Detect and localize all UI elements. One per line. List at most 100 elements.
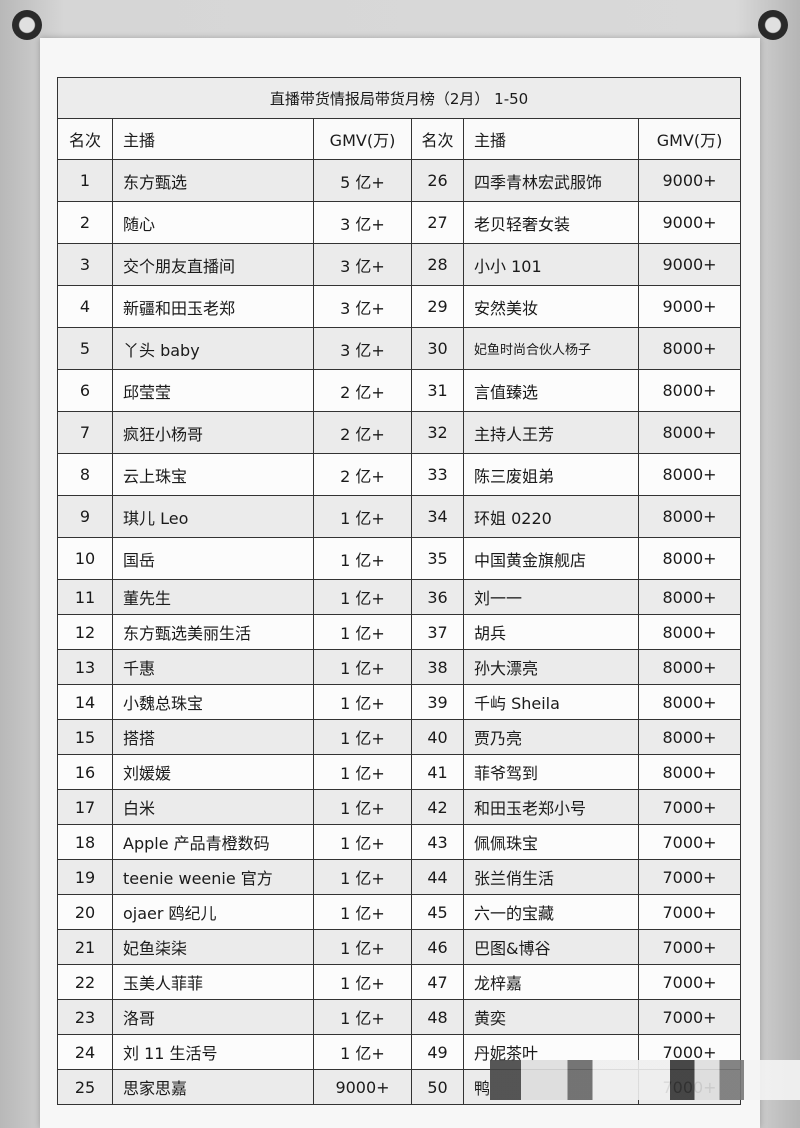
table-row: 10 国岳 1 亿+ 35 中国黄金旗舰店 8000+: [57, 537, 742, 580]
host-cell: 妃鱼柒柒: [112, 929, 314, 965]
host-cell: 琪儿 Leo: [112, 495, 314, 538]
gmv-cell: 9000+: [313, 1069, 412, 1105]
rank-cell: 3: [57, 243, 113, 286]
host-cell: 千惠: [112, 649, 314, 685]
host-cell: 老贝轻奢女装: [463, 201, 639, 244]
rank-cell: 44: [411, 859, 464, 895]
host-cell: 丫头 baby: [112, 327, 314, 370]
gmv-cell: 7000+: [637, 789, 742, 825]
gmv-cell: 3 亿+: [313, 201, 412, 244]
rank-cell: 45: [411, 894, 464, 930]
host-cell: 言值臻选: [463, 369, 639, 412]
gmv-cell: 2 亿+: [313, 369, 412, 412]
host-cell: 小魏总珠宝: [112, 684, 314, 720]
gmv-cell: 1 亿+: [313, 579, 412, 615]
rank-cell: 49: [411, 1034, 464, 1070]
gmv-cell: 8000+: [637, 495, 742, 538]
host-cell: 董先生: [112, 579, 314, 615]
rank-cell: 25: [57, 1069, 113, 1105]
host-cell: 主持人王芳: [463, 411, 639, 454]
gmv-cell: 1 亿+: [313, 929, 412, 965]
host-cell: 环姐 0220: [463, 495, 639, 538]
rank-cell: 11: [57, 579, 113, 615]
table-row: 2 随心 3 亿+ 27 老贝轻奢女装 9000+: [57, 201, 742, 244]
rank-cell: 21: [57, 929, 113, 965]
host-cell: 胡兵: [463, 614, 639, 650]
host-cell: 新疆和田玉老郑: [112, 285, 314, 328]
host-cell: 疯狂小杨哥: [112, 411, 314, 454]
host-cell: 刘媛媛: [112, 754, 314, 790]
gmv-cell: 9000+: [637, 243, 742, 286]
host-cell: 玉美人菲菲: [112, 964, 314, 1000]
gmv-cell: 1 亿+: [313, 859, 412, 895]
gmv-cell: 1 亿+: [313, 754, 412, 790]
rank-cell: 26: [411, 159, 464, 202]
gmv-cell: 7000+: [637, 964, 742, 1000]
rank-cell: 43: [411, 824, 464, 860]
rank-cell: 37: [411, 614, 464, 650]
rank-cell: 23: [57, 999, 113, 1035]
host-cell: 小小 101: [463, 243, 639, 286]
table-row: 20 ojaer 鸥纪儿 1 亿+ 45 六一的宝藏 7000+: [57, 894, 742, 930]
header-host: 主播: [112, 118, 314, 160]
host-cell: 中国黄金旗舰店: [463, 537, 639, 580]
host-cell: 六一的宝藏: [463, 894, 639, 930]
gmv-cell: 3 亿+: [313, 285, 412, 328]
host-cell: 随心: [112, 201, 314, 244]
host-cell: 邱莹莹: [112, 369, 314, 412]
rank-cell: 32: [411, 411, 464, 454]
gmv-cell: 1 亿+: [313, 614, 412, 650]
host-cell: 东方甄选: [112, 159, 314, 202]
rank-cell: 7: [57, 411, 113, 454]
host-cell: 龙梓嘉: [463, 964, 639, 1000]
table-row: 23 洛哥 1 亿+ 48 黄奕 7000+: [57, 999, 742, 1035]
gmv-cell: 2 亿+: [313, 453, 412, 496]
table-row: 21 妃鱼柒柒 1 亿+ 46 巴图&博谷 7000+: [57, 929, 742, 965]
host-cell: 国岳: [112, 537, 314, 580]
host-cell: 陈三废姐弟: [463, 453, 639, 496]
rank-cell: 22: [57, 964, 113, 1000]
rank-cell: 9: [57, 495, 113, 538]
gmv-cell: 8000+: [637, 453, 742, 496]
gmv-cell: 1 亿+: [313, 719, 412, 755]
table-title: 直播带货情报局带货月榜（2月） 1-50: [56, 77, 742, 119]
rank-cell: 29: [411, 285, 464, 328]
table-row: 17 白米 1 亿+ 42 和田玉老郑小号 7000+: [57, 789, 742, 825]
host-cell: 交个朋友直播间: [112, 243, 314, 286]
gmv-cell: 1 亿+: [313, 537, 412, 580]
host-cell: 黄奕: [463, 999, 639, 1035]
table-row: 19 teenie weenie 官方 1 亿+ 44 张兰俏生活 7000+: [57, 859, 742, 895]
gmv-cell: 3 亿+: [313, 243, 412, 286]
host-cell: ojaer 鸥纪儿: [112, 894, 314, 930]
gmv-cell: 7000+: [637, 999, 742, 1035]
gmv-cell: 7000+: [637, 894, 742, 930]
gmv-cell: 8000+: [637, 754, 742, 790]
table-row: 7 疯狂小杨哥 2 亿+ 32 主持人王芳 8000+: [57, 411, 742, 454]
gmv-cell: 1 亿+: [313, 999, 412, 1035]
rank-cell: 1: [57, 159, 113, 202]
gmv-cell: 8000+: [637, 614, 742, 650]
table-row: 18 Apple 产品青橙数码 1 亿+ 43 佩佩珠宝 7000+: [57, 824, 742, 860]
rank-cell: 2: [57, 201, 113, 244]
ranking-table: 直播带货情报局带货月榜（2月） 1-50 名次 主播 GMV(万) 名次 主播 …: [56, 77, 742, 1105]
table-row: 16 刘媛媛 1 亿+ 41 菲爷驾到 8000+: [57, 754, 742, 790]
rank-cell: 31: [411, 369, 464, 412]
rank-cell: 13: [57, 649, 113, 685]
host-cell: 菲爷驾到: [463, 754, 639, 790]
gmv-cell: 1 亿+: [313, 964, 412, 1000]
rank-cell: 14: [57, 684, 113, 720]
host-cell: Apple 产品青橙数码: [112, 824, 314, 860]
gmv-cell: 8000+: [637, 579, 742, 615]
host-cell: 千屿 Sheila: [463, 684, 639, 720]
host-cell: 四季青林宏武服饰: [463, 159, 639, 202]
rank-cell: 27: [411, 201, 464, 244]
table-row: 11 董先生 1 亿+ 36 刘一一 8000+: [57, 579, 742, 615]
host-cell: 刘一一: [463, 579, 639, 615]
rank-cell: 42: [411, 789, 464, 825]
rank-cell: 34: [411, 495, 464, 538]
table-row: 14 小魏总珠宝 1 亿+ 39 千屿 Sheila 8000+: [57, 684, 742, 720]
host-cell: 妃鱼时尚合伙人杨子: [463, 327, 639, 370]
table-row: 9 琪儿 Leo 1 亿+ 34 环姐 0220 8000+: [57, 495, 742, 538]
host-cell: 思家思嘉: [112, 1069, 314, 1105]
table-row: 1 东方甄选 5 亿+ 26 四季青林宏武服饰 9000+: [57, 159, 742, 202]
